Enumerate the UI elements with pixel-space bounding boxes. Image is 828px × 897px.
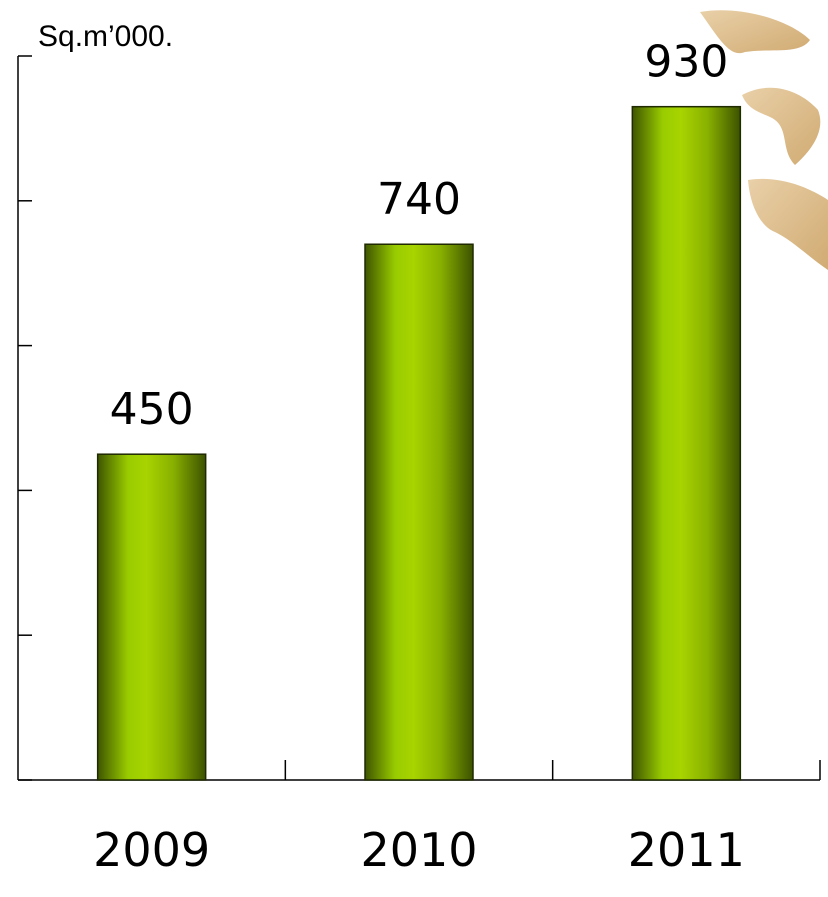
category-label-2010: 2010 [360, 823, 477, 877]
value-labels: 450 740 930 [110, 37, 729, 436]
category-label-2011: 2011 [628, 823, 745, 877]
category-labels: 2009 2010 2011 [93, 823, 745, 877]
bar-2009 [96, 453, 207, 781]
bars [96, 105, 742, 781]
value-label-2010: 740 [377, 174, 461, 225]
category-label-2009: 2009 [93, 823, 210, 877]
value-label-2009: 450 [110, 384, 194, 435]
value-label-2011: 930 [644, 37, 728, 88]
bar-2011 [631, 105, 742, 781]
y-axis-unit-label: Sq.m’000. [38, 20, 173, 53]
decorative-brush-watermark [700, 10, 828, 270]
bar-2010 [364, 243, 474, 781]
